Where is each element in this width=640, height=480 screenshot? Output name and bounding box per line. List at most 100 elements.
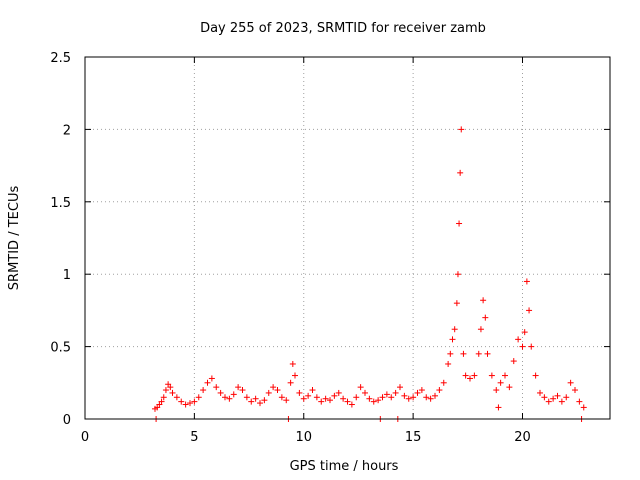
data-point <box>480 297 487 304</box>
data-point <box>318 398 325 405</box>
data-point <box>410 394 417 401</box>
data-point <box>537 389 543 396</box>
data-point <box>580 404 587 411</box>
data-point <box>169 389 176 396</box>
data-point <box>348 401 355 408</box>
data-point <box>523 278 530 285</box>
data-point <box>366 395 373 402</box>
y-tick-label: 0.5 <box>50 341 71 356</box>
y-tick-label: 1 <box>63 268 71 283</box>
data-point <box>261 397 268 404</box>
data-point <box>167 384 174 391</box>
data-point <box>375 397 382 404</box>
data-point <box>528 343 535 350</box>
data-point <box>292 372 298 379</box>
data-point <box>563 394 570 401</box>
data-point <box>200 387 207 394</box>
data-point <box>510 358 517 365</box>
data-point <box>576 398 583 405</box>
data-point <box>526 307 533 314</box>
data-point <box>495 404 502 411</box>
data-point <box>432 392 438 399</box>
data-point <box>331 392 338 399</box>
data-point <box>178 398 185 405</box>
y-tick-label: 2.5 <box>50 51 71 66</box>
data-point <box>160 394 167 401</box>
data-point <box>248 398 255 405</box>
data-point <box>519 343 526 350</box>
data-point <box>440 379 447 386</box>
data-point <box>340 395 347 402</box>
data-point <box>477 326 484 333</box>
data-point <box>545 398 552 405</box>
data-point <box>423 394 430 401</box>
data-point <box>204 379 211 386</box>
data-point <box>357 384 364 391</box>
data-point <box>353 394 360 401</box>
x-tick-label: 5 <box>190 430 198 445</box>
data-point <box>457 169 464 176</box>
y-tick-label: 1.5 <box>50 196 71 211</box>
y-tick-label: 0 <box>63 413 71 428</box>
data-point <box>283 397 290 404</box>
data-point <box>327 397 333 404</box>
data-point <box>289 360 296 367</box>
data-point <box>436 387 443 394</box>
data-point <box>274 387 281 394</box>
data-point <box>515 336 522 343</box>
grid <box>85 57 610 419</box>
y-axis-label: SRMTID / TECUs <box>7 186 22 291</box>
data-point <box>449 336 456 343</box>
data-point <box>451 326 458 333</box>
data-point <box>313 394 320 401</box>
data-point <box>379 394 386 401</box>
data-point <box>484 350 491 357</box>
data-point <box>550 395 557 402</box>
data-point <box>335 389 342 396</box>
data-point <box>370 398 377 405</box>
data-point <box>173 394 180 401</box>
data-point <box>300 395 307 402</box>
data-point <box>427 395 434 402</box>
data-points <box>152 126 587 422</box>
data-point <box>506 384 513 391</box>
data-point <box>567 379 574 386</box>
data-point <box>475 350 482 357</box>
plot-frame <box>84 56 611 420</box>
data-point <box>191 398 198 405</box>
x-tick-label: 20 <box>514 430 531 445</box>
data-point <box>447 350 454 357</box>
data-point <box>322 395 329 402</box>
data-point <box>187 400 193 407</box>
data-point <box>158 398 165 405</box>
data-point <box>454 271 461 278</box>
data-point <box>471 372 478 379</box>
data-point <box>195 394 202 401</box>
data-point <box>541 394 548 401</box>
chart-title: Day 255 of 2023, SRMTID for receiver zam… <box>200 21 486 36</box>
data-point <box>270 384 277 391</box>
data-point <box>257 400 263 407</box>
x-tick-label: 10 <box>295 430 312 445</box>
data-point <box>213 384 220 391</box>
data-point <box>458 126 465 133</box>
data-point <box>502 372 508 379</box>
data-point <box>572 387 578 394</box>
data-point <box>414 389 421 396</box>
data-point <box>388 394 395 401</box>
data-point <box>222 394 228 401</box>
data-point <box>397 384 403 391</box>
data-point <box>287 379 294 386</box>
data-point <box>488 372 495 379</box>
data-point <box>467 375 473 382</box>
data-point <box>309 387 316 394</box>
data-point <box>226 395 233 402</box>
data-point <box>243 394 250 401</box>
data-point <box>265 389 272 396</box>
data-point <box>230 391 237 398</box>
data-point <box>418 387 425 394</box>
data-point <box>462 372 469 379</box>
data-point <box>278 394 285 401</box>
data-point <box>405 395 412 402</box>
data-point <box>344 398 351 405</box>
